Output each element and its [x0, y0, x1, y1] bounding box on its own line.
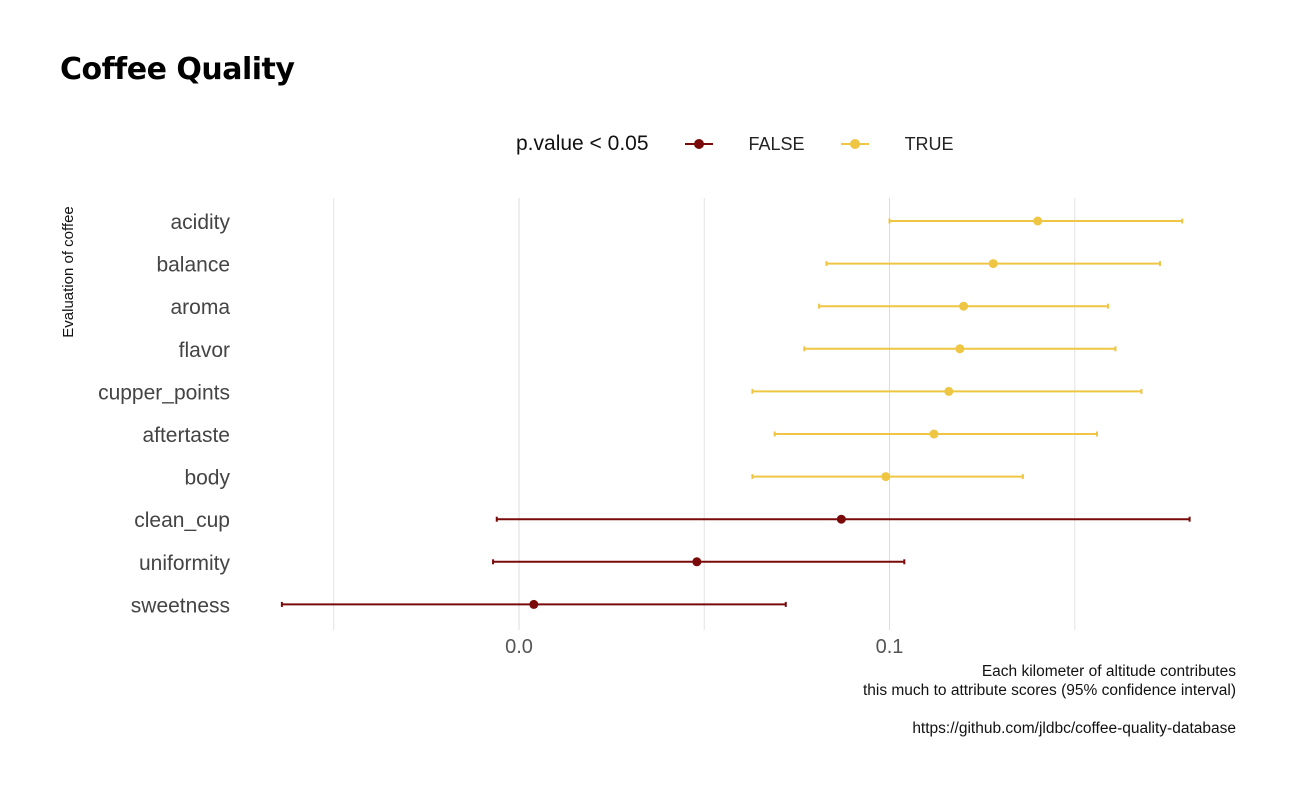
y-tick-label: balance	[156, 254, 230, 277]
caption-line-2: this much to attribute scores (95% confi…	[862, 682, 1236, 699]
point-estimate	[881, 472, 891, 482]
y-tick-label: body	[184, 467, 230, 490]
y-tick-label: aftertaste	[142, 424, 230, 447]
legend: p.value < 0.05 FALSE TRUE	[516, 128, 990, 160]
legend-key-true	[840, 134, 869, 154]
x-tick-label: 0.1	[876, 636, 904, 658]
y-tick-label: flavor	[179, 339, 230, 362]
y-tick-label: uniformity	[139, 552, 231, 575]
y-tick-label: clean_cup	[134, 509, 230, 532]
legend-label-false: FALSE	[748, 133, 805, 154]
y-axis-label: Evaluation of coffee	[60, 206, 77, 337]
point-estimate	[959, 301, 969, 311]
legend-item-false: FALSE	[684, 133, 805, 155]
legend-item-true: TRUE	[840, 133, 954, 155]
y-tick-label: sweetness	[131, 594, 230, 617]
legend-label-true: TRUE	[904, 133, 954, 154]
point-estimate	[988, 259, 998, 269]
point-estimate	[836, 514, 846, 524]
legend-key-false	[684, 134, 713, 154]
y-tick-label: cupper_points	[98, 381, 230, 404]
chart-title: Coffee Quality	[60, 52, 295, 87]
legend-title: p.value < 0.05	[516, 132, 649, 155]
point-estimate	[1033, 216, 1043, 226]
point-estimate	[955, 344, 965, 354]
y-tick-label: acidity	[170, 211, 230, 234]
point-estimate	[529, 599, 539, 609]
point-estimate	[944, 386, 954, 396]
caption-source-link[interactable]: https://github.com/jldbc/coffee-quality-…	[912, 720, 1236, 737]
caption-line-1: Each kilometer of altitude contributes	[981, 663, 1236, 680]
y-tick-label: aroma	[170, 296, 230, 319]
x-tick-label: 0.0	[505, 636, 533, 658]
point-estimate	[692, 557, 702, 567]
point-estimate	[929, 429, 939, 439]
